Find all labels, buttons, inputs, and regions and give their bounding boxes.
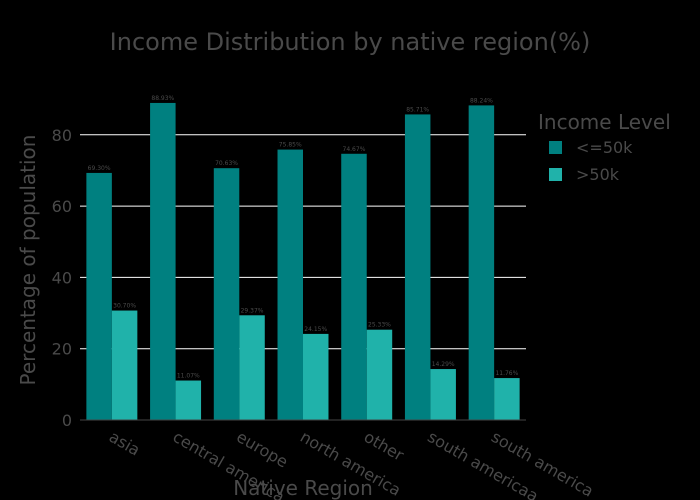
data-label: 11.07% <box>177 373 200 380</box>
x-tick-label: asia <box>106 427 144 460</box>
bar-gt50k <box>303 333 329 420</box>
legend-label: <=50k <box>576 138 633 157</box>
chart-title: Income Distribution by native region(%) <box>110 28 591 56</box>
bar-gt50k <box>175 380 202 420</box>
data-label: 74.67% <box>343 146 366 153</box>
bar-le50k <box>213 168 240 420</box>
data-label: 69.30% <box>88 165 111 172</box>
legend-swatch <box>549 141 562 154</box>
data-label: 85.71% <box>406 106 429 113</box>
bars <box>86 102 520 421</box>
data-labels: 69.30% 88.93% 70.63% 75.85% 74.67% 85.71% 88.2… <box>88 95 519 380</box>
data-label: 75.85% <box>279 142 302 149</box>
bar-gt50k <box>494 378 520 420</box>
data-label: 14.29% <box>432 361 455 368</box>
legend-label: >50k <box>576 165 620 184</box>
data-label: 24.15% <box>304 326 327 333</box>
bar-le50k <box>277 149 303 421</box>
data-label: 29.37% <box>241 307 264 314</box>
x-axis-title: Native Region <box>233 476 373 500</box>
bar-gt50k <box>239 315 265 420</box>
y-tick-label: 40 <box>52 268 72 287</box>
data-label: 25.33% <box>368 322 391 329</box>
bar-gt50k <box>111 310 138 420</box>
y-tick-label: 0 <box>62 411 72 430</box>
x-tick-label: other <box>361 427 408 465</box>
data-label: 30.70% <box>113 303 136 310</box>
legend: Income Level <=50k >50k <box>538 110 671 184</box>
bar-le50k <box>86 172 112 420</box>
bar-le50k <box>341 153 367 420</box>
y-tick-label: 20 <box>52 340 72 359</box>
y-tick-label: 60 <box>52 197 72 216</box>
y-axis-title: Percentage of population <box>16 135 40 386</box>
data-label: 88.24% <box>470 97 493 104</box>
y-axis-ticks: 0 20 40 60 80 <box>52 126 72 430</box>
y-tick-label: 80 <box>52 126 72 145</box>
data-label: 88.93% <box>151 95 174 102</box>
data-label: 70.63% <box>215 160 238 167</box>
bar-le50k <box>468 105 495 421</box>
bar-le50k <box>404 114 431 420</box>
data-label: 11.76% <box>495 370 518 377</box>
legend-title: Income Level <box>538 110 671 134</box>
bar-gt50k <box>366 329 393 420</box>
bar-gt50k <box>430 369 456 420</box>
legend-swatch <box>549 168 562 181</box>
bar-le50k <box>150 102 176 420</box>
